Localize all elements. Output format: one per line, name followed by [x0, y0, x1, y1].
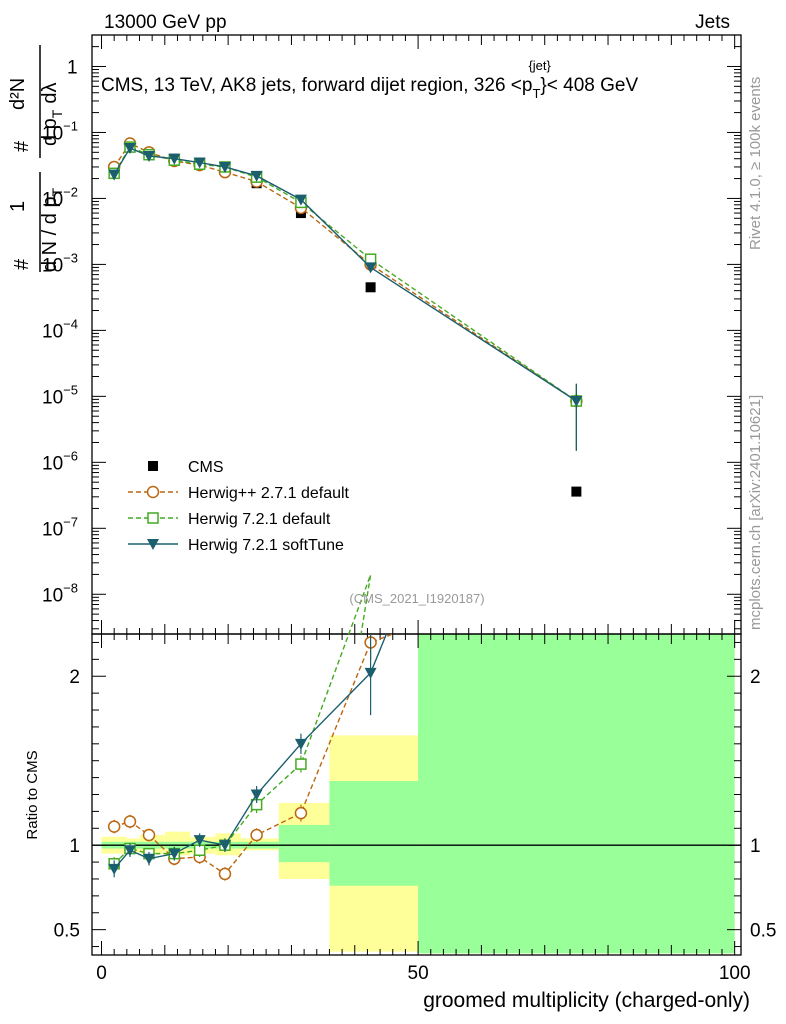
x-axis-title: groomed multiplicity (charged-only)	[423, 989, 750, 1012]
ratio-bands	[92, 634, 741, 954]
svg-text:d pTdλ: d pTdλ	[39, 83, 65, 147]
main-ytick-label-0: 10−8	[42, 580, 78, 606]
ratio-point-0-5	[218, 867, 232, 881]
ylabel-num1: 1	[7, 201, 29, 212]
header-left: 13000 GeV pp	[104, 12, 227, 33]
ratio-point-0-7	[294, 806, 308, 820]
legend-marker-3	[147, 539, 159, 550]
ratio-y-axis-title: Ratio to CMS	[24, 750, 41, 839]
main-point-3-5	[218, 161, 231, 173]
legend-label-3: Herwig 7.2.1 softTune	[188, 537, 344, 554]
main-title: CMS, 13 TeV, AK8 jets, forward dijet reg…	[101, 58, 638, 101]
ratio-point-0-1	[123, 815, 137, 828]
main-point-3-2	[142, 150, 155, 162]
main-ytick-label-3: 10−5	[42, 382, 78, 408]
main-ytick-label-2: 10−6	[42, 448, 78, 474]
main-series-line-3	[113, 147, 577, 402]
ylabel-den2: d p	[39, 118, 61, 146]
main-ytick-label-1: 10−7	[42, 514, 78, 540]
main-point-3-6	[250, 170, 263, 182]
x-tick-label-0: 0	[96, 963, 107, 984]
main-ytick-label-6: 10−2	[42, 184, 78, 210]
main-point-3-9	[570, 396, 583, 408]
band-inner-7	[278, 824, 330, 863]
header-right: Jets	[695, 12, 730, 33]
main-ytick-label-7: 10−1	[42, 118, 78, 144]
ratio-point-2-3	[168, 848, 181, 860]
ylabel-hash-2: #	[11, 140, 33, 152]
ratio-point-2-4	[193, 835, 206, 847]
main-point-3-1	[123, 143, 136, 155]
ratio-point-2-7	[294, 738, 307, 750]
title-main: CMS, 13 TeV, AK8 jets, forward dijet reg…	[101, 75, 532, 96]
ratio-ytick-label-right-2: 2	[750, 667, 761, 688]
band-inner-8	[329, 780, 419, 886]
ratio-point-2-1	[123, 845, 136, 857]
main-point-3-4	[193, 157, 206, 169]
ratio-point-2-5	[218, 840, 231, 852]
legend-label-1: Herwig++ 2.7.1 default	[188, 485, 350, 502]
title-sub: T	[532, 86, 540, 101]
ratio-series-line-2	[113, 633, 388, 870]
ratio-ytick-label-left-1: 1	[69, 836, 80, 857]
main-series-line-1	[113, 142, 577, 402]
mcplots-label: mcplots.cern.ch [arXiv:2401.10621]	[747, 395, 764, 630]
main-ytick-label-4: 10−4	[42, 316, 78, 342]
ratio-ytick-label-right-1: 1	[750, 836, 761, 857]
x-tick-label-1: 50	[408, 963, 429, 984]
ratio-point-1-7	[295, 758, 307, 770]
y-axis-title-main: # 1 d N / d pT # d²N d pTdλ	[7, 45, 65, 272]
ratio-point-0-2	[142, 828, 156, 842]
rivet-version-label: Rivet 4.1.0, ≥ 100k events	[747, 77, 764, 250]
ratio-ytick-label-right-0: 0.5	[750, 921, 776, 942]
analysis-watermark: (CMS_2021_I1920187)	[349, 591, 484, 606]
legend: CMS Herwig++ 2.7.1 default Herwig 7.2.1 de…	[128, 459, 350, 554]
legend-marker-2	[147, 512, 159, 524]
ratio-series-line-1	[113, 574, 372, 865]
main-point-3-0	[108, 169, 121, 181]
main-series-line-2	[113, 146, 577, 402]
ratio-series-line-0	[113, 633, 394, 875]
ratio-point-2-6	[250, 789, 263, 801]
ylabel-den1: d N / d p	[39, 196, 61, 272]
main-point-3-7	[294, 194, 307, 206]
main-ytick-label-5: 10−3	[42, 250, 78, 276]
ylabel-den2-end: dλ	[39, 83, 61, 104]
title-sup: {jet}	[528, 58, 551, 73]
legend-marker-0	[148, 461, 158, 471]
svg-text:CMS, 13 TeV, AK8 jets, forward: CMS, 13 TeV, AK8 jets, forward dijet reg…	[101, 75, 638, 101]
band-inner-9	[418, 634, 735, 954]
ylabel-hash-1: #	[11, 258, 33, 270]
data-series	[107, 137, 583, 881]
ratio-ytick-label-left-2: 2	[69, 667, 80, 688]
x-tick-label-2: 100	[719, 963, 751, 984]
svg-text:d N / d pT: d N / d pT	[39, 187, 65, 272]
ylabel-num2: d²N	[7, 78, 29, 110]
title-end: }< 408 GeV	[540, 75, 638, 96]
axes: 10−8 10−7 10−6 10−5 10−4 10−3 10−2 10−1 1 0 50 100 0…	[42, 34, 776, 984]
ratio-point-0-0	[107, 820, 121, 833]
legend-label-0: CMS	[188, 459, 224, 476]
ratio-point-2-8	[364, 667, 377, 679]
ratio-point-2-2	[142, 853, 155, 865]
legend-marker-1	[146, 485, 160, 499]
ratio-point-0-6	[250, 828, 263, 842]
ratio-ytick-label-left-0: 0.5	[54, 921, 80, 942]
main-point-3-3	[168, 153, 181, 165]
main-point-3-8	[364, 262, 377, 274]
main-point-0-8	[365, 282, 376, 293]
main-point-0-9	[571, 486, 582, 497]
legend-label-2: Herwig 7.2.1 default	[188, 511, 331, 528]
ratio-point-2-0	[108, 863, 121, 875]
main-ytick-label-8: 1	[67, 57, 78, 78]
ylabel-den1-sub: T	[49, 187, 65, 196]
ylabel-den2-sub: T	[49, 109, 65, 118]
